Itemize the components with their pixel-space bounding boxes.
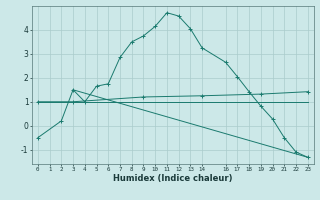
X-axis label: Humidex (Indice chaleur): Humidex (Indice chaleur) — [113, 174, 233, 183]
